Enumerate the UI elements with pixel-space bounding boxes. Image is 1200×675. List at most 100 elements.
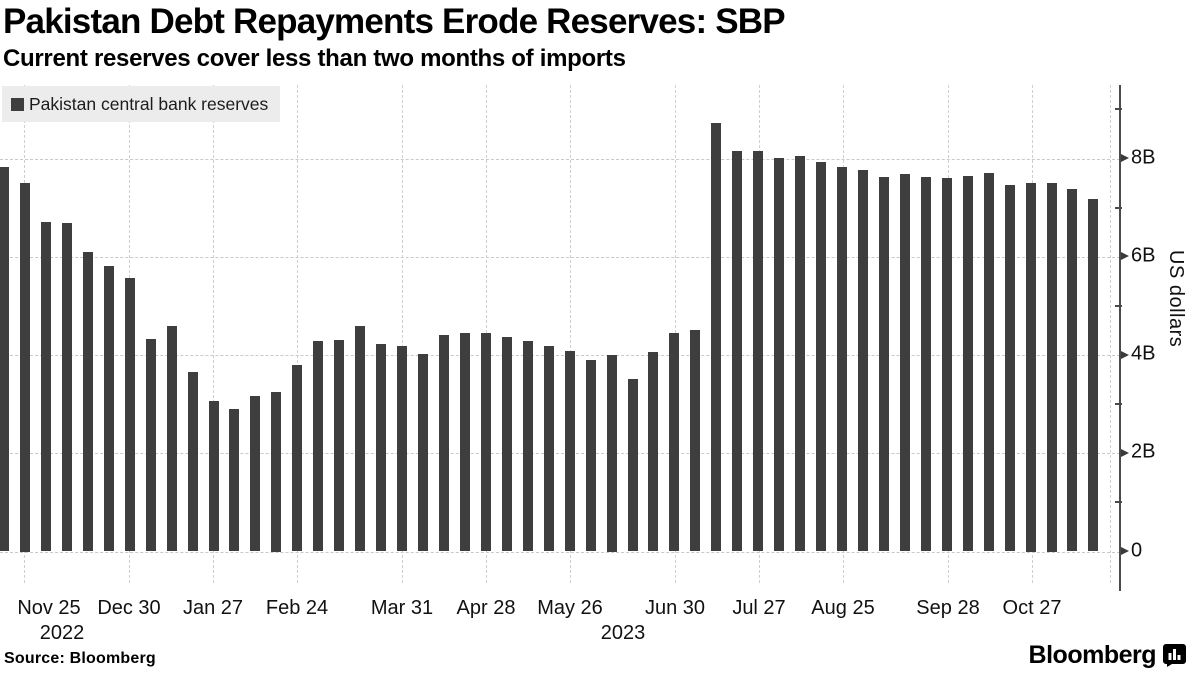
reserve-bar (774, 157, 785, 552)
reserve-bar (962, 176, 973, 552)
reserve-bar (313, 341, 324, 552)
reserve-bar (878, 176, 889, 552)
reserve-bar (355, 326, 366, 552)
reserve-bar (1025, 183, 1036, 552)
y-minor-tick (1115, 501, 1122, 504)
reserve-bar (690, 329, 701, 552)
x-tick-label: Feb 24 (265, 597, 329, 619)
reserve-bar (941, 178, 952, 552)
legend-swatch-icon (11, 97, 24, 111)
page-title: Pakistan Debt Repayments Erode Reserves:… (3, 2, 786, 41)
y-tick-arrow-icon (1121, 252, 1129, 261)
x-tick-label: Jul 27 (732, 597, 786, 619)
reserve-bar (229, 409, 240, 552)
reserve-bar (837, 166, 847, 552)
y-gridline (0, 256, 1120, 258)
reserve-bar (920, 177, 931, 552)
y-tick-arrow-icon (1121, 547, 1129, 555)
x-year-label: 2022 (39, 622, 85, 644)
reserve-bar (166, 325, 177, 552)
y-tick-arrow-icon (1121, 350, 1129, 359)
reserve-bar (648, 351, 659, 552)
reserve-bar (983, 172, 994, 552)
y-axis-title: US dollars (1165, 250, 1187, 348)
x-tick-label: Dec 30 (97, 597, 161, 619)
y-gridline (0, 551, 1120, 553)
x-tick-label: Sep 28 (916, 597, 980, 619)
y-gridline (0, 158, 1120, 160)
reserve-bar (522, 341, 533, 552)
x-tick-label: May 26 (537, 597, 603, 619)
x-tick-label: Apr 28 (456, 597, 516, 619)
reserve-bar (271, 391, 282, 552)
y-axis-line (1119, 85, 1121, 591)
reserve-bar (543, 346, 554, 552)
reserve-bar (1088, 198, 1099, 552)
reserve-bar (857, 169, 868, 552)
y-minor-tick (1115, 206, 1122, 209)
reserve-bar (1067, 188, 1078, 552)
page-subtitle: Current reserves cover less than two mon… (3, 45, 626, 72)
x-gridline (213, 85, 214, 583)
reserve-bar (187, 372, 198, 552)
x-tick-label: Oct 27 (1002, 597, 1062, 619)
chart-legend: Pakistan central bank reserves (2, 86, 281, 122)
reserve-bar (732, 150, 743, 552)
reserve-bar (1046, 183, 1057, 552)
reserve-bar (103, 266, 114, 552)
reserve-bar (899, 174, 910, 552)
y-tick-label: 2B (1131, 440, 1156, 463)
source-credit: Source: Bloomberg (4, 650, 156, 667)
reserve-bar (19, 183, 30, 552)
x-gridline (402, 85, 403, 583)
reserve-bar (208, 401, 219, 552)
reserve-bar (564, 350, 575, 552)
bloomberg-bars-icon (1163, 644, 1186, 667)
reserve-bar (334, 339, 345, 552)
reserve-bar (376, 344, 387, 552)
reserve-bar (459, 332, 470, 552)
reserve-bar (606, 355, 617, 552)
reserve-bar (627, 379, 638, 552)
y-tick-label: 4B (1131, 342, 1156, 365)
y-tick-label: 6B (1131, 244, 1156, 267)
reserve-bar (40, 221, 51, 552)
reserve-bar (145, 339, 156, 552)
y-tick-arrow-icon (1121, 154, 1129, 162)
x-gridline (1110, 85, 1111, 583)
x-year-label: 2023 (600, 622, 646, 644)
x-tick-label: Jun 30 (644, 597, 706, 619)
reserve-bar (711, 123, 722, 552)
y-gridline (0, 453, 1120, 455)
y-minor-tick (1115, 304, 1122, 307)
y-tick-label: 8B (1131, 146, 1156, 169)
reserve-bar (124, 278, 135, 552)
x-tick-label: Aug 25 (811, 597, 875, 619)
reserve-bar (82, 251, 93, 552)
bloomberg-wordmark: Bloomberg (1028, 641, 1157, 669)
legend-label: Pakistan central bank reserves (29, 93, 269, 114)
x-gridline (570, 85, 571, 583)
y-minor-tick (1115, 108, 1122, 111)
x-tick-label: Mar 31 (370, 597, 434, 619)
reserve-bar (61, 222, 72, 552)
y-minor-tick (1115, 403, 1122, 406)
reserve-bar (0, 167, 9, 552)
bloomberg-branding: Bloomberg (1029, 641, 1186, 670)
y-gridline (0, 355, 1120, 356)
reserve-bar (669, 333, 680, 552)
reserve-bar (585, 359, 596, 552)
reserve-bar (397, 346, 408, 552)
y-tick-arrow-icon (1121, 448, 1129, 457)
reserve-bar (480, 332, 491, 552)
reserve-bar (250, 395, 261, 552)
x-gridline (297, 85, 298, 583)
reserve-bar (418, 353, 428, 552)
reserve-bar (501, 336, 512, 552)
reserve-bar (1004, 184, 1015, 552)
reserve-bar (438, 334, 449, 552)
reserve-bar (753, 151, 764, 552)
reserve-bar (292, 364, 303, 552)
